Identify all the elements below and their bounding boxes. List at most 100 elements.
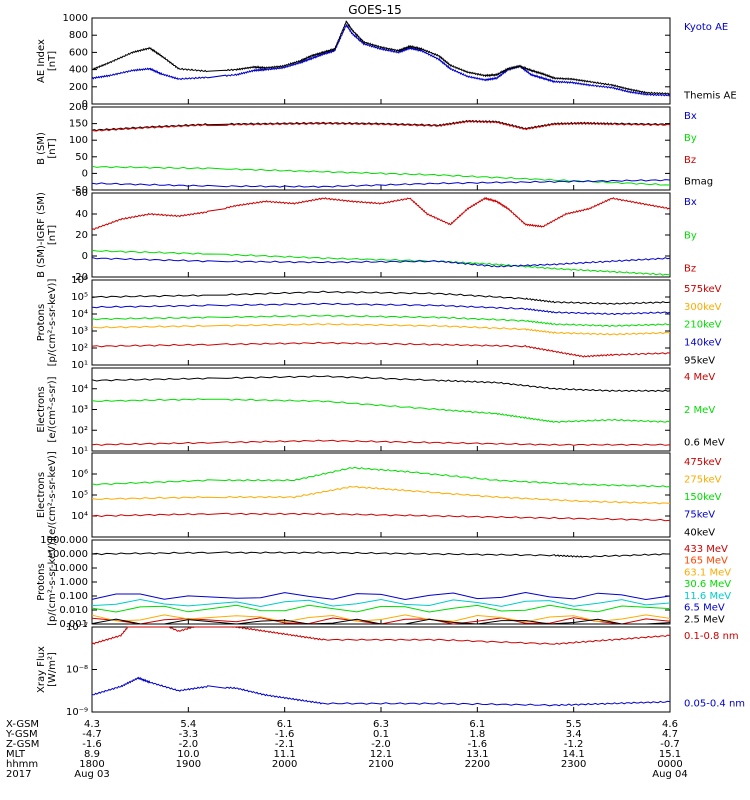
y-axis-label: [e/(cm²-s-sr)] (47, 376, 58, 442)
y-axis-label: Electrons (36, 386, 47, 432)
y-axis-label: [nT] (47, 225, 58, 245)
footer-value: 6.1 (469, 719, 485, 730)
y-tick-label: 0.001 (59, 619, 88, 630)
legend-entry: 0.6 MeV (684, 438, 725, 449)
series-line-0-1-0-8-nm (91, 626, 671, 645)
legend-entry: Bz (684, 155, 696, 166)
series-line-by (91, 249, 671, 276)
footer-value: 5.4 (180, 719, 196, 730)
footer-value: 10.0 (177, 749, 199, 760)
y-tick-label: 600 (69, 47, 88, 58)
footer-value: 2200 (465, 759, 490, 770)
footer-value: 1.8 (469, 729, 485, 740)
y-tick-label: 10⁴ (71, 384, 88, 395)
footer-value: 1900 (176, 759, 201, 770)
footer-row-label: hhmm (6, 759, 38, 770)
series-line-2-mev (91, 398, 671, 423)
y-tick-label: 10⁶ (71, 275, 88, 286)
legend-entry: 6.5 MeV (684, 603, 725, 614)
y-axis-label: [W/m²] (47, 652, 58, 687)
footer-value: 0.1 (373, 729, 389, 740)
legend-entry: 40keV (684, 527, 715, 538)
legend-entry: Themis AE (683, 90, 737, 101)
panel-protons_low: 10¹ 10² 10³ 10⁴ 10⁵ 10⁶ Protons [p/(cm²-s-sr-ke… (36, 275, 722, 371)
y-tick-label: 10² (71, 343, 88, 354)
series-line-63-1-mev (91, 614, 671, 623)
y-tick-label: 10³ (71, 326, 88, 337)
series-line-475kev (91, 512, 671, 522)
footer-value: Aug 04 (652, 769, 687, 780)
y-tick-label: 1000.000 (40, 535, 88, 546)
y-axis-label: B (SM) (36, 132, 47, 165)
y-tick-label: 200 (69, 82, 88, 93)
y-tick-label: -20 (72, 272, 88, 283)
panel-electrons_mev: 10¹ 10² 10³ 10⁴ Electrons [e/(cm²-s-sr)] 4 MeV… (36, 367, 725, 457)
y-tick-label: 10³ (71, 405, 88, 416)
y-tick-label: 10¹ (71, 360, 88, 371)
y-tick-label: 100.000 (47, 549, 88, 560)
y-tick-label: 1000 (63, 13, 88, 24)
y-axis-label: Electrons (36, 472, 47, 518)
legend-entry: Bx (684, 111, 697, 122)
footer-row-label: Y-GSM (5, 729, 38, 740)
footer-value: 15.1 (659, 749, 681, 760)
panel-frame (91, 17, 671, 105)
panel-frame (91, 106, 671, 191)
footer-value: 11.1 (274, 749, 296, 760)
footer-value: -4.7 (82, 729, 102, 740)
legend-entry: Bmag (684, 177, 713, 188)
legend-entry: 0.1-0.8 nm (684, 631, 739, 642)
legend-entry: 300keV (684, 302, 722, 313)
footer-value: 2000 (272, 759, 297, 770)
y-tick-label: 0.100 (59, 591, 88, 602)
y-tick-label: 0 (82, 99, 88, 110)
footer-value: 2100 (368, 759, 393, 770)
legend-entry: 165 MeV (684, 556, 728, 567)
footer-row-label: 2017 (6, 769, 31, 780)
legend-entry: 30.6 MeV (684, 579, 731, 590)
chart-title: GOES-15 (348, 3, 402, 17)
footer-value: 1800 (79, 759, 104, 770)
y-tick-label: 1.000 (59, 577, 88, 588)
legend-entry: By (684, 133, 697, 144)
footer-row-label: Z-GSM (6, 739, 39, 750)
y-tick-label: 40 (75, 209, 88, 220)
legend-entry: 4 MeV (684, 372, 715, 383)
y-tick-label: 400 (69, 65, 88, 76)
legend-entry: Bx (684, 197, 697, 208)
series-line-150kev (91, 466, 671, 488)
y-tick-label: 10⁴ (71, 511, 88, 522)
footer-value: 0000 (657, 759, 682, 770)
footer-row-label: X-GSM (6, 719, 39, 730)
series-line-210kev (91, 314, 671, 328)
panel-bsm: -50 0 50 100 150 200 B (SM) [nT] Bx By Bz Bmag (36, 102, 713, 196)
panel-protons_high: 0.001 0.010 0.100 1.000 10.000 100.000 1000.00… (36, 535, 731, 630)
series-line-30-6-mev (91, 604, 671, 613)
legend-entry: 11.6 MeV (684, 591, 731, 602)
y-tick-label: -50 (72, 185, 88, 196)
series-line-2-5-mev (91, 618, 671, 625)
footer-value: -0.7 (660, 739, 680, 750)
footer-value: -1.6 (275, 729, 295, 740)
footer-value: 4.6 (662, 719, 678, 730)
series-line-themis-ae (91, 20, 671, 95)
y-axis-label: [nT] (47, 138, 58, 158)
y-tick-label: 10⁵ (71, 490, 88, 501)
series-line-bx (91, 179, 671, 188)
y-tick-label: 10⁻⁷ (66, 622, 88, 633)
y-tick-label: 0 (82, 168, 88, 179)
footer-value: -1.2 (564, 739, 584, 750)
y-axis-label: Xray Flux (36, 646, 47, 693)
legend-entry: 63.1 MeV (684, 567, 731, 578)
series-line-6-5-mev (91, 591, 671, 601)
y-tick-label: 0 (82, 251, 88, 262)
y-axis-label: [p/(cm²-s-sr-keV)] (47, 538, 58, 626)
footer-value: -2.0 (179, 739, 199, 750)
legend-entry: 140keV (684, 337, 722, 348)
footer-value: 6.1 (277, 719, 293, 730)
panel-frame (91, 367, 671, 452)
legend-entry: 0.05-0.4 nm (684, 699, 745, 710)
footer-value: -2.0 (371, 739, 391, 750)
panel-electrons_kev: 10⁴ 10⁵ 10⁶ Electrons [e/(cm²-s-sr-keV)] 475k… (36, 451, 722, 539)
